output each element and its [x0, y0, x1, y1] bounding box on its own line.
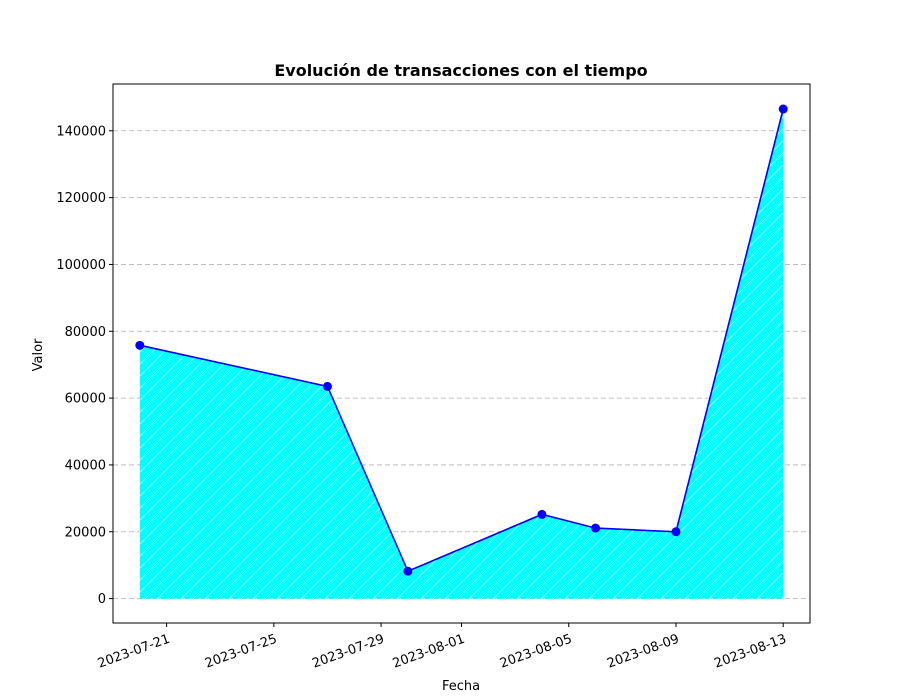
data-point: [135, 340, 145, 350]
y-axis-label: Valor: [31, 338, 46, 371]
x-tick-label: 2023-08-09: [605, 632, 681, 672]
data-point: [322, 381, 332, 391]
y-tick-label: 20000: [65, 525, 106, 540]
data-point: [591, 523, 601, 533]
area-hatch: [139, 109, 784, 599]
data-point: [403, 566, 413, 576]
points-layer: [135, 104, 788, 576]
x-tick-label: 2023-08-01: [391, 632, 467, 672]
x-tick-label: 2023-07-21: [96, 632, 172, 672]
y-tick-label: 60000: [65, 392, 106, 407]
y-tick-label: 80000: [65, 325, 106, 340]
data-point: [778, 104, 788, 114]
x-axis: 2023-07-21 2023-07-25 2023-07-29 2023-08-01…: [96, 623, 789, 672]
y-axis: 0 20000 40000 60000 80000 100000 120000 140000: [56, 124, 113, 607]
x-tick-label: 2023-07-25: [203, 632, 279, 672]
y-tick-label: 100000: [56, 258, 106, 273]
chart-title: Evolución de transacciones con el tiempo: [274, 61, 647, 80]
y-tick-label: 0: [98, 592, 106, 607]
data-point: [671, 527, 681, 537]
x-axis-label: Fecha: [442, 679, 480, 694]
x-tick-label: 2023-08-13: [712, 632, 788, 672]
x-tick-label: 2023-08-05: [498, 632, 574, 672]
x-tick-label: 2023-07-29: [310, 632, 386, 672]
y-tick-label: 140000: [56, 124, 106, 139]
data-point: [537, 509, 547, 519]
area-layer: [139, 109, 784, 599]
y-tick-label: 40000: [65, 458, 106, 473]
y-tick-label: 120000: [56, 191, 106, 206]
